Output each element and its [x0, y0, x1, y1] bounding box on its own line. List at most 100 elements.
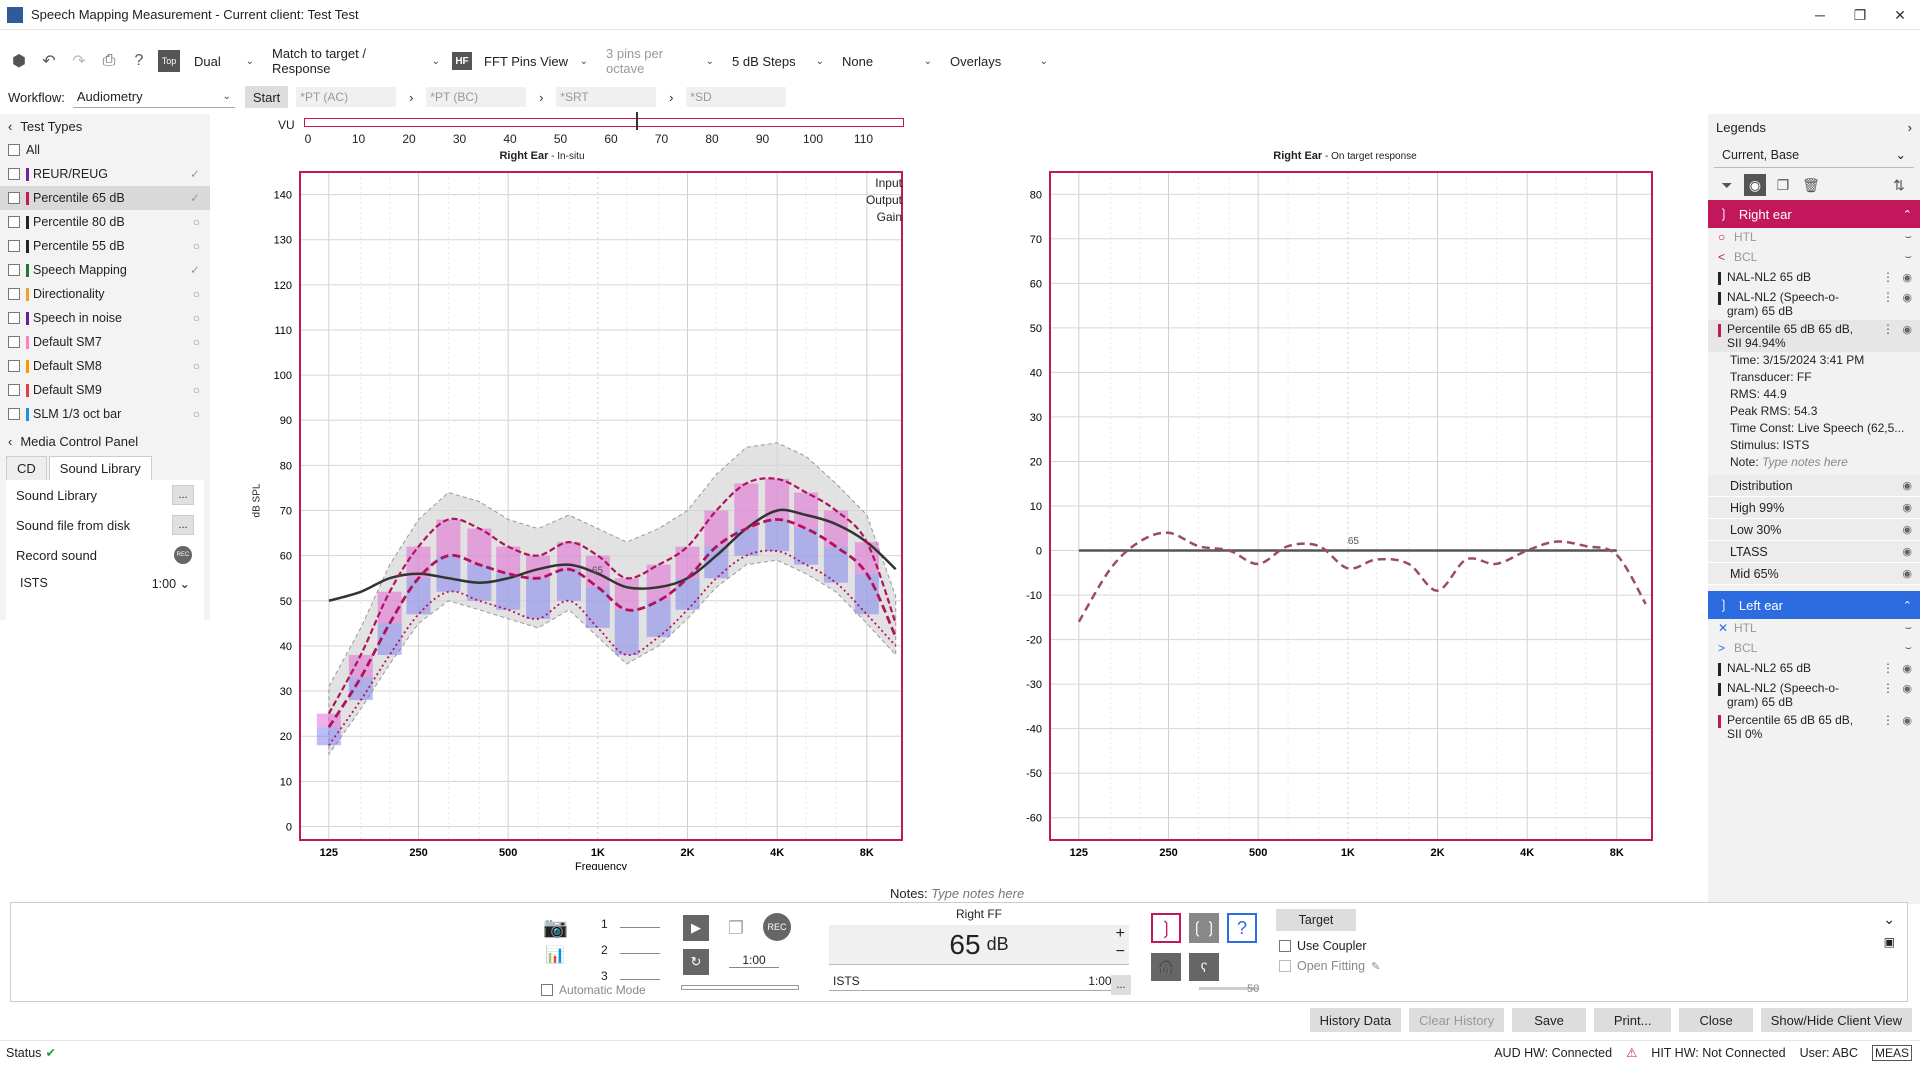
- right-ear-button[interactable]: ❳: [1151, 913, 1181, 943]
- more-vertical-icon[interactable]: ⋮: [1882, 290, 1894, 304]
- headphones-icon[interactable]: 🎧: [1151, 953, 1181, 981]
- distribution-item[interactable]: Distribution ◉: [1708, 475, 1920, 497]
- right-ear-header[interactable]: ❳ Right ear ⌃: [1708, 200, 1920, 228]
- legend-entry[interactable]: NAL-NL2 (Speech-o-gram) 65 dB ⋮ ◉: [1708, 288, 1920, 320]
- checkbox[interactable]: [8, 144, 20, 156]
- hf-icon[interactable]: HF: [452, 52, 472, 70]
- test-type-row[interactable]: Default SM9 ○: [0, 378, 210, 402]
- checkbox[interactable]: [8, 384, 20, 396]
- notes-input[interactable]: Type notes here: [931, 886, 1025, 901]
- slot-3[interactable]: 3: [601, 963, 660, 989]
- legend-entry[interactable]: > BCL ⌣: [1708, 639, 1920, 659]
- tab-cd[interactable]: CD: [6, 456, 47, 480]
- eye-icon[interactable]: ◉: [1902, 683, 1912, 695]
- save-button[interactable]: Save: [1512, 1008, 1586, 1032]
- overlays-dropdown[interactable]: Overlays ⌄: [944, 48, 1054, 74]
- test-type-row[interactable]: SLM 1/3 oct bar ○: [0, 402, 210, 426]
- both-ears-button[interactable]: ❲❳: [1189, 913, 1219, 943]
- test-type-row[interactable]: REUR/REUG ✓: [0, 162, 210, 186]
- trash-icon[interactable]: 🗑: [1802, 176, 1820, 193]
- play-icon[interactable]: ▶: [683, 915, 709, 941]
- sort-icon[interactable]: ⇅: [1893, 176, 1905, 193]
- checkbox[interactable]: [8, 288, 20, 300]
- mode-dropdown[interactable]: Dual ⌄: [188, 48, 260, 74]
- steps-dropdown[interactable]: 5 dB Steps ⌄: [726, 48, 830, 74]
- test-type-row[interactable]: Speech in noise ○: [0, 306, 210, 330]
- camera-icon[interactable]: 📷: [543, 917, 568, 939]
- record-button[interactable]: REC: [763, 913, 791, 941]
- checkbox[interactable]: [8, 216, 20, 228]
- insert-earphone-icon[interactable]: ʕ: [1189, 953, 1219, 981]
- history-data-button[interactable]: History Data: [1309, 1008, 1402, 1032]
- legend-entry[interactable]: < BCL ⌣: [1708, 248, 1920, 268]
- legend-entry[interactable]: NAL-NL2 65 dB ⋮ ◉: [1708, 268, 1920, 288]
- checkbox[interactable]: [8, 240, 20, 252]
- hidden-eye-icon[interactable]: ⌣: [1904, 622, 1912, 634]
- test-all-row[interactable]: All: [0, 138, 210, 162]
- start-button[interactable]: Start: [244, 86, 289, 108]
- checkbox[interactable]: [8, 264, 20, 276]
- tab-sound-library[interactable]: Sound Library: [48, 456, 152, 480]
- test-types-header[interactable]: ‹ Test Types: [0, 114, 210, 138]
- eye-icon[interactable]: ◉: [1902, 715, 1912, 727]
- minimize-button[interactable]: ─: [1815, 7, 1825, 23]
- left-ear-header[interactable]: ❳ Left ear ⌃: [1708, 591, 1920, 619]
- checkbox[interactable]: [8, 192, 20, 204]
- legend-entry[interactable]: Percentile 65 dB 65 dB, SII 94.94% ⋮ ◉: [1708, 320, 1920, 352]
- legend-entry[interactable]: ✕ HTL ⌣: [1708, 619, 1920, 639]
- media-control-header[interactable]: ‹ Media Control Panel: [0, 428, 210, 454]
- sound-file-browse-button[interactable]: ...: [172, 515, 194, 535]
- test-type-row[interactable]: Default SM8 ○: [0, 354, 210, 378]
- hidden-eye-icon[interactable]: ⌣: [1904, 231, 1912, 243]
- distribution-item[interactable]: Low 30% ◉: [1708, 519, 1920, 541]
- view-dropdown[interactable]: FFT Pins View ⌄: [478, 48, 594, 74]
- workflow-step-sd[interactable]: *SD: [686, 87, 787, 107]
- record-icon[interactable]: REC: [174, 546, 192, 564]
- print-icon[interactable]: ⎙: [102, 52, 116, 69]
- more-vertical-icon[interactable]: ⋮: [1882, 270, 1894, 284]
- more-vertical-icon[interactable]: ⋮: [1882, 661, 1894, 675]
- top-view-icon[interactable]: Top: [158, 50, 180, 72]
- restore-button[interactable]: ❐: [1853, 6, 1867, 23]
- close-window-button[interactable]: ✕: [1894, 6, 1906, 23]
- more-vertical-icon[interactable]: ⋮: [1882, 322, 1894, 336]
- checkbox[interactable]: [8, 312, 20, 324]
- undo-icon[interactable]: ↶: [42, 53, 56, 70]
- on-target-chart[interactable]: Right Ear - On target response 80 70 60 50 4…: [1010, 150, 1670, 870]
- legends-header[interactable]: Legends ›: [1708, 114, 1920, 140]
- home-icon[interactable]: ⬢: [12, 53, 26, 70]
- eye-icon[interactable]: ◉: [1902, 292, 1912, 304]
- slot-1[interactable]: 1: [601, 911, 660, 937]
- automatic-mode-checkbox[interactable]: Automatic Mode: [541, 983, 646, 997]
- checkbox[interactable]: [1279, 960, 1291, 972]
- checkbox[interactable]: [8, 360, 20, 372]
- edit-icon[interactable]: ✎: [1371, 960, 1381, 973]
- level-display[interactable]: 65 dB + −: [829, 925, 1129, 965]
- eye-icon[interactable]: ◉: [1902, 324, 1912, 336]
- show-hide-client-view-button[interactable]: Show/Hide Client View: [1760, 1008, 1912, 1032]
- pin-icon[interactable]: ▣: [1883, 935, 1895, 949]
- legend-entry[interactable]: NAL-NL2 65 dB ⋮ ◉: [1708, 659, 1920, 679]
- workflow-step-pt-bc[interactable]: *PT (BC): [426, 87, 527, 107]
- in-situ-chart[interactable]: Right Ear - In-situ 140 130 120 110 100 90 80 7…: [240, 150, 920, 870]
- checkbox[interactable]: [1279, 940, 1291, 952]
- play-duration[interactable]: 1:00: [729, 953, 779, 968]
- test-type-row[interactable]: Speech Mapping ✓: [0, 258, 210, 282]
- stimulus-more-button[interactable]: ...: [1111, 975, 1131, 995]
- note-input[interactable]: Type notes here: [1762, 455, 1848, 469]
- level-decrease-button[interactable]: −: [1115, 943, 1125, 960]
- legend-entry[interactable]: NAL-NL2 (Speech-o-gram) 65 dB ⋮ ◉: [1708, 679, 1920, 711]
- eye-icon[interactable]: ◉: [1902, 524, 1912, 536]
- signal-select[interactable]: ISTS 1:00 ⌄: [6, 570, 204, 596]
- test-type-row[interactable]: Percentile 65 dB ✓: [0, 186, 210, 210]
- more-vertical-icon[interactable]: ⋮: [1882, 681, 1894, 695]
- copy-icon[interactable]: ❐: [1776, 176, 1790, 193]
- checkbox[interactable]: [8, 168, 20, 180]
- volume-slider[interactable]: [1199, 987, 1259, 990]
- close-button[interactable]: Close: [1679, 1008, 1753, 1032]
- eye-icon[interactable]: ◉: [1744, 174, 1766, 196]
- more-vertical-icon[interactable]: ⋮: [1882, 713, 1894, 727]
- level-increase-button[interactable]: +: [1115, 925, 1125, 942]
